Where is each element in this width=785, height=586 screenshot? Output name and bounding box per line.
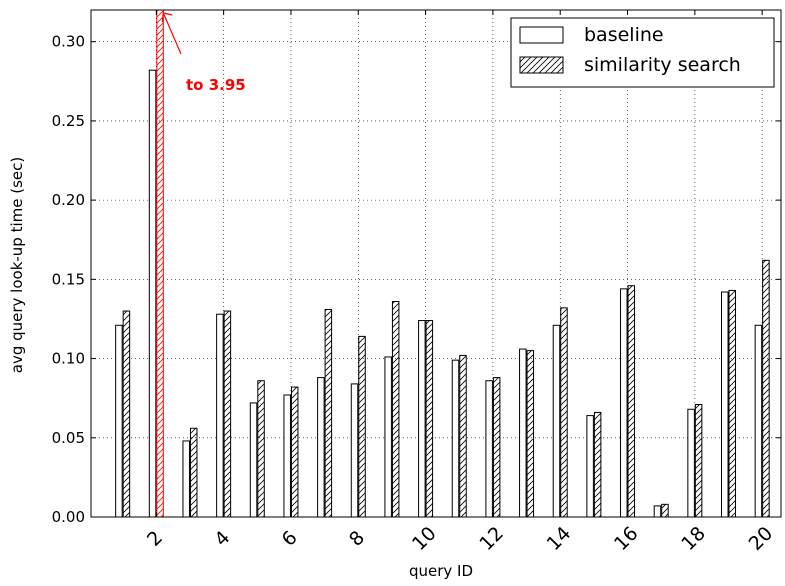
bar-similarity-search-10 [425,320,434,518]
legend-swatch-similarity-search [519,56,564,74]
bar-similarity-search-20 [762,259,770,518]
overflow-annotation: to 3.95 [161,12,246,94]
bar-similarity-search-4 [223,310,232,518]
bar-baseline-6 [283,394,291,518]
bar-baseline-7 [317,377,325,518]
bar-baseline-11 [451,359,460,518]
bar-similarity-search-2 [156,9,164,518]
x-tick-label: 14 [543,522,576,555]
bar-similarity-search-17 [661,503,669,518]
bar-baseline-5 [249,402,258,518]
y-tick-label: 0.25 [52,112,85,130]
bar-similarity-search-8 [358,335,366,518]
x-tick-label: 10 [408,522,441,555]
x-tick-label: 20 [745,522,778,555]
bar-baseline-14 [552,324,561,518]
legend-label-baseline: baseline [584,24,664,46]
y-tick-label: 0.05 [52,429,85,447]
y-tick-label: 0.20 [52,191,85,209]
annotation-label: to 3.95 [186,76,246,94]
x-axis-label: query ID [409,562,473,580]
bars [115,9,770,518]
y-tick-label: 0.10 [52,350,85,368]
x-tick-label: 18 [677,522,710,555]
bar-similarity-search-11 [459,354,467,518]
bar-similarity-search-14 [560,307,568,518]
bar-similarity-search-16 [627,285,636,518]
y-tick-label: 0.15 [52,270,85,288]
bar-similarity-search-13 [526,350,535,518]
bar-baseline-10 [418,320,426,518]
bar-similarity-search-9 [391,301,400,518]
bar-similarity-search-3 [189,427,198,518]
x-tick-label: 8 [345,527,369,551]
bar-baseline-12 [485,380,493,518]
x-tick-label: 16 [610,522,643,555]
legend-label-similarity-search: similarity search [584,54,741,76]
legend-swatch-baseline [519,26,564,44]
y-tick-label: 0.30 [52,33,85,51]
plot-frame [90,9,782,518]
bar-baseline-19 [721,291,729,518]
bar-baseline-13 [519,348,527,518]
bar-similarity-search-7 [324,308,333,518]
bar-similarity-search-18 [694,404,703,518]
bar-similarity-search-15 [593,411,602,518]
bar-baseline-17 [653,505,662,518]
bar-similarity-search-19 [728,289,737,518]
bar-baseline-16 [620,288,628,518]
y-axis-label: avg query look-up time (sec) [8,157,26,374]
bar-baseline-4 [216,313,224,518]
bar-baseline-18 [687,408,695,518]
bar-baseline-1 [115,324,123,518]
bar-similarity-search-12 [492,377,501,518]
y-tick-label: 0.00 [52,508,85,526]
legend: baseline similarity search [510,17,775,88]
x-tick-label: 12 [475,522,508,555]
bar-similarity-search-1 [122,310,131,518]
x-tick-label: 6 [278,527,302,551]
bar-baseline-9 [384,356,392,518]
bar-similarity-search-6 [290,386,299,518]
bar-baseline-15 [586,415,594,518]
x-tick-label: 4 [210,527,234,551]
y-axis-ticks: 0.00 0.05 0.10 0.15 0.20 0.25 0.30 [52,33,781,526]
annotation-arrowhead [161,12,173,23]
annotation-arrow-line [162,12,182,55]
bar-baseline-2 [148,69,157,518]
bar-baseline-20 [754,324,763,518]
x-tick-label: 2 [143,527,167,551]
bar-similarity-search-5 [257,380,265,518]
bar-baseline-3 [182,440,190,518]
bar-baseline-8 [350,383,359,518]
